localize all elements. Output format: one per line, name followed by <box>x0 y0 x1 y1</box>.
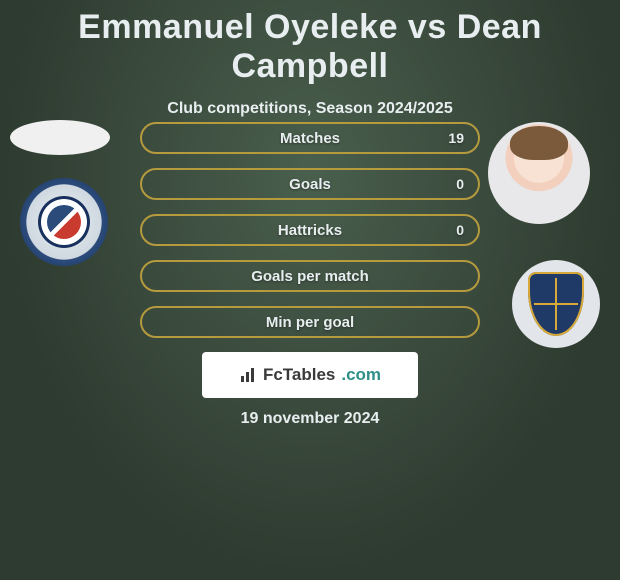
player-right-club-badge <box>512 260 600 348</box>
stat-label: Goals per match <box>251 268 369 285</box>
brand-badge: FcTables .com <box>202 352 418 398</box>
stat-right-value: 0 <box>456 176 464 192</box>
brand-ext: .com <box>341 365 381 385</box>
stat-row: Hattricks 0 <box>140 214 480 246</box>
brand-name: FcTables <box>263 365 335 385</box>
player-right-photo <box>488 122 590 224</box>
subtitle: Club competitions, Season 2024/2025 <box>0 100 620 118</box>
stat-row: Goals per match <box>140 260 480 292</box>
player-left-club-badge <box>20 178 108 266</box>
stat-row: Goals 0 <box>140 168 480 200</box>
page-title: Emmanuel Oyeleke vs Dean Campbell <box>0 0 620 86</box>
stat-row: Min per goal <box>140 306 480 338</box>
stat-right-value: 0 <box>456 222 464 238</box>
bar-chart-icon <box>239 366 257 384</box>
stat-label: Min per goal <box>266 314 354 331</box>
player-left-photo <box>10 120 110 155</box>
stat-label: Goals <box>289 176 331 193</box>
stat-label: Hattricks <box>278 222 342 239</box>
stat-right-value: 19 <box>448 130 464 146</box>
date-label: 19 november 2024 <box>0 410 620 428</box>
stat-label: Matches <box>280 130 340 147</box>
stat-row: Matches 19 <box>140 122 480 154</box>
stats-list: Matches 19 Goals 0 Hattricks 0 Goals per… <box>140 122 480 352</box>
